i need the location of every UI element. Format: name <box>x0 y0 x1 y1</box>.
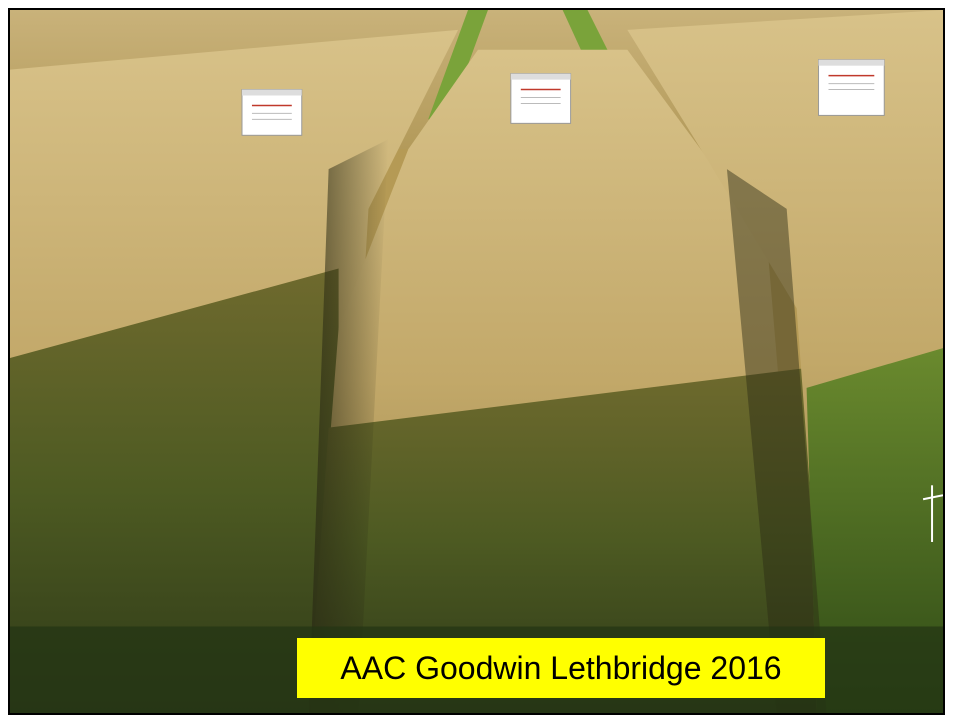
wheat-field-photo <box>10 10 943 713</box>
photo-caption: AAC Goodwin Lethbridge 2016 <box>297 638 825 698</box>
plot-sign-center <box>510 73 572 124</box>
row-shadow-right <box>726 169 827 713</box>
grass-path-left <box>428 10 488 120</box>
plot-sign-left <box>241 89 303 136</box>
plot-marker-stake <box>922 485 943 542</box>
row-shadow-left <box>308 139 389 713</box>
photo-frame <box>8 8 945 715</box>
plot-sign-right <box>818 59 885 116</box>
plot-left-stems <box>10 268 339 713</box>
plot-right-grass <box>806 348 943 713</box>
